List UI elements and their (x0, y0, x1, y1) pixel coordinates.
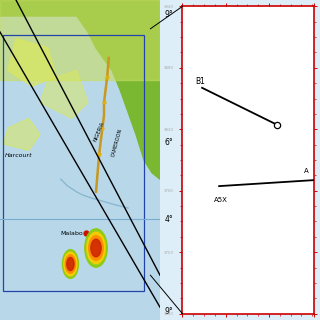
Polygon shape (0, 0, 160, 80)
Text: NIGERIA: NIGERIA (93, 120, 106, 142)
Polygon shape (8, 38, 56, 86)
Ellipse shape (62, 250, 78, 278)
Bar (3, 35, 144, 291)
Polygon shape (40, 70, 88, 118)
Ellipse shape (91, 239, 101, 257)
Text: 9°: 9° (165, 10, 173, 19)
Polygon shape (0, 0, 160, 179)
Text: Malabo: Malabo (61, 231, 84, 236)
Text: 9°: 9° (165, 308, 173, 316)
Ellipse shape (65, 255, 76, 273)
Text: A5X: A5X (214, 197, 228, 203)
Text: 4°: 4° (165, 215, 173, 224)
Text: 6°: 6° (165, 138, 173, 147)
Polygon shape (0, 179, 160, 320)
Text: B1: B1 (196, 77, 205, 86)
Ellipse shape (67, 257, 74, 271)
Text: CAMEROON: CAMEROON (111, 128, 123, 157)
Text: Harcourt: Harcourt (5, 153, 32, 158)
Ellipse shape (85, 229, 107, 267)
Ellipse shape (64, 252, 77, 276)
Text: A: A (304, 168, 308, 174)
Ellipse shape (87, 232, 105, 264)
Ellipse shape (89, 236, 103, 260)
Polygon shape (3, 118, 40, 150)
